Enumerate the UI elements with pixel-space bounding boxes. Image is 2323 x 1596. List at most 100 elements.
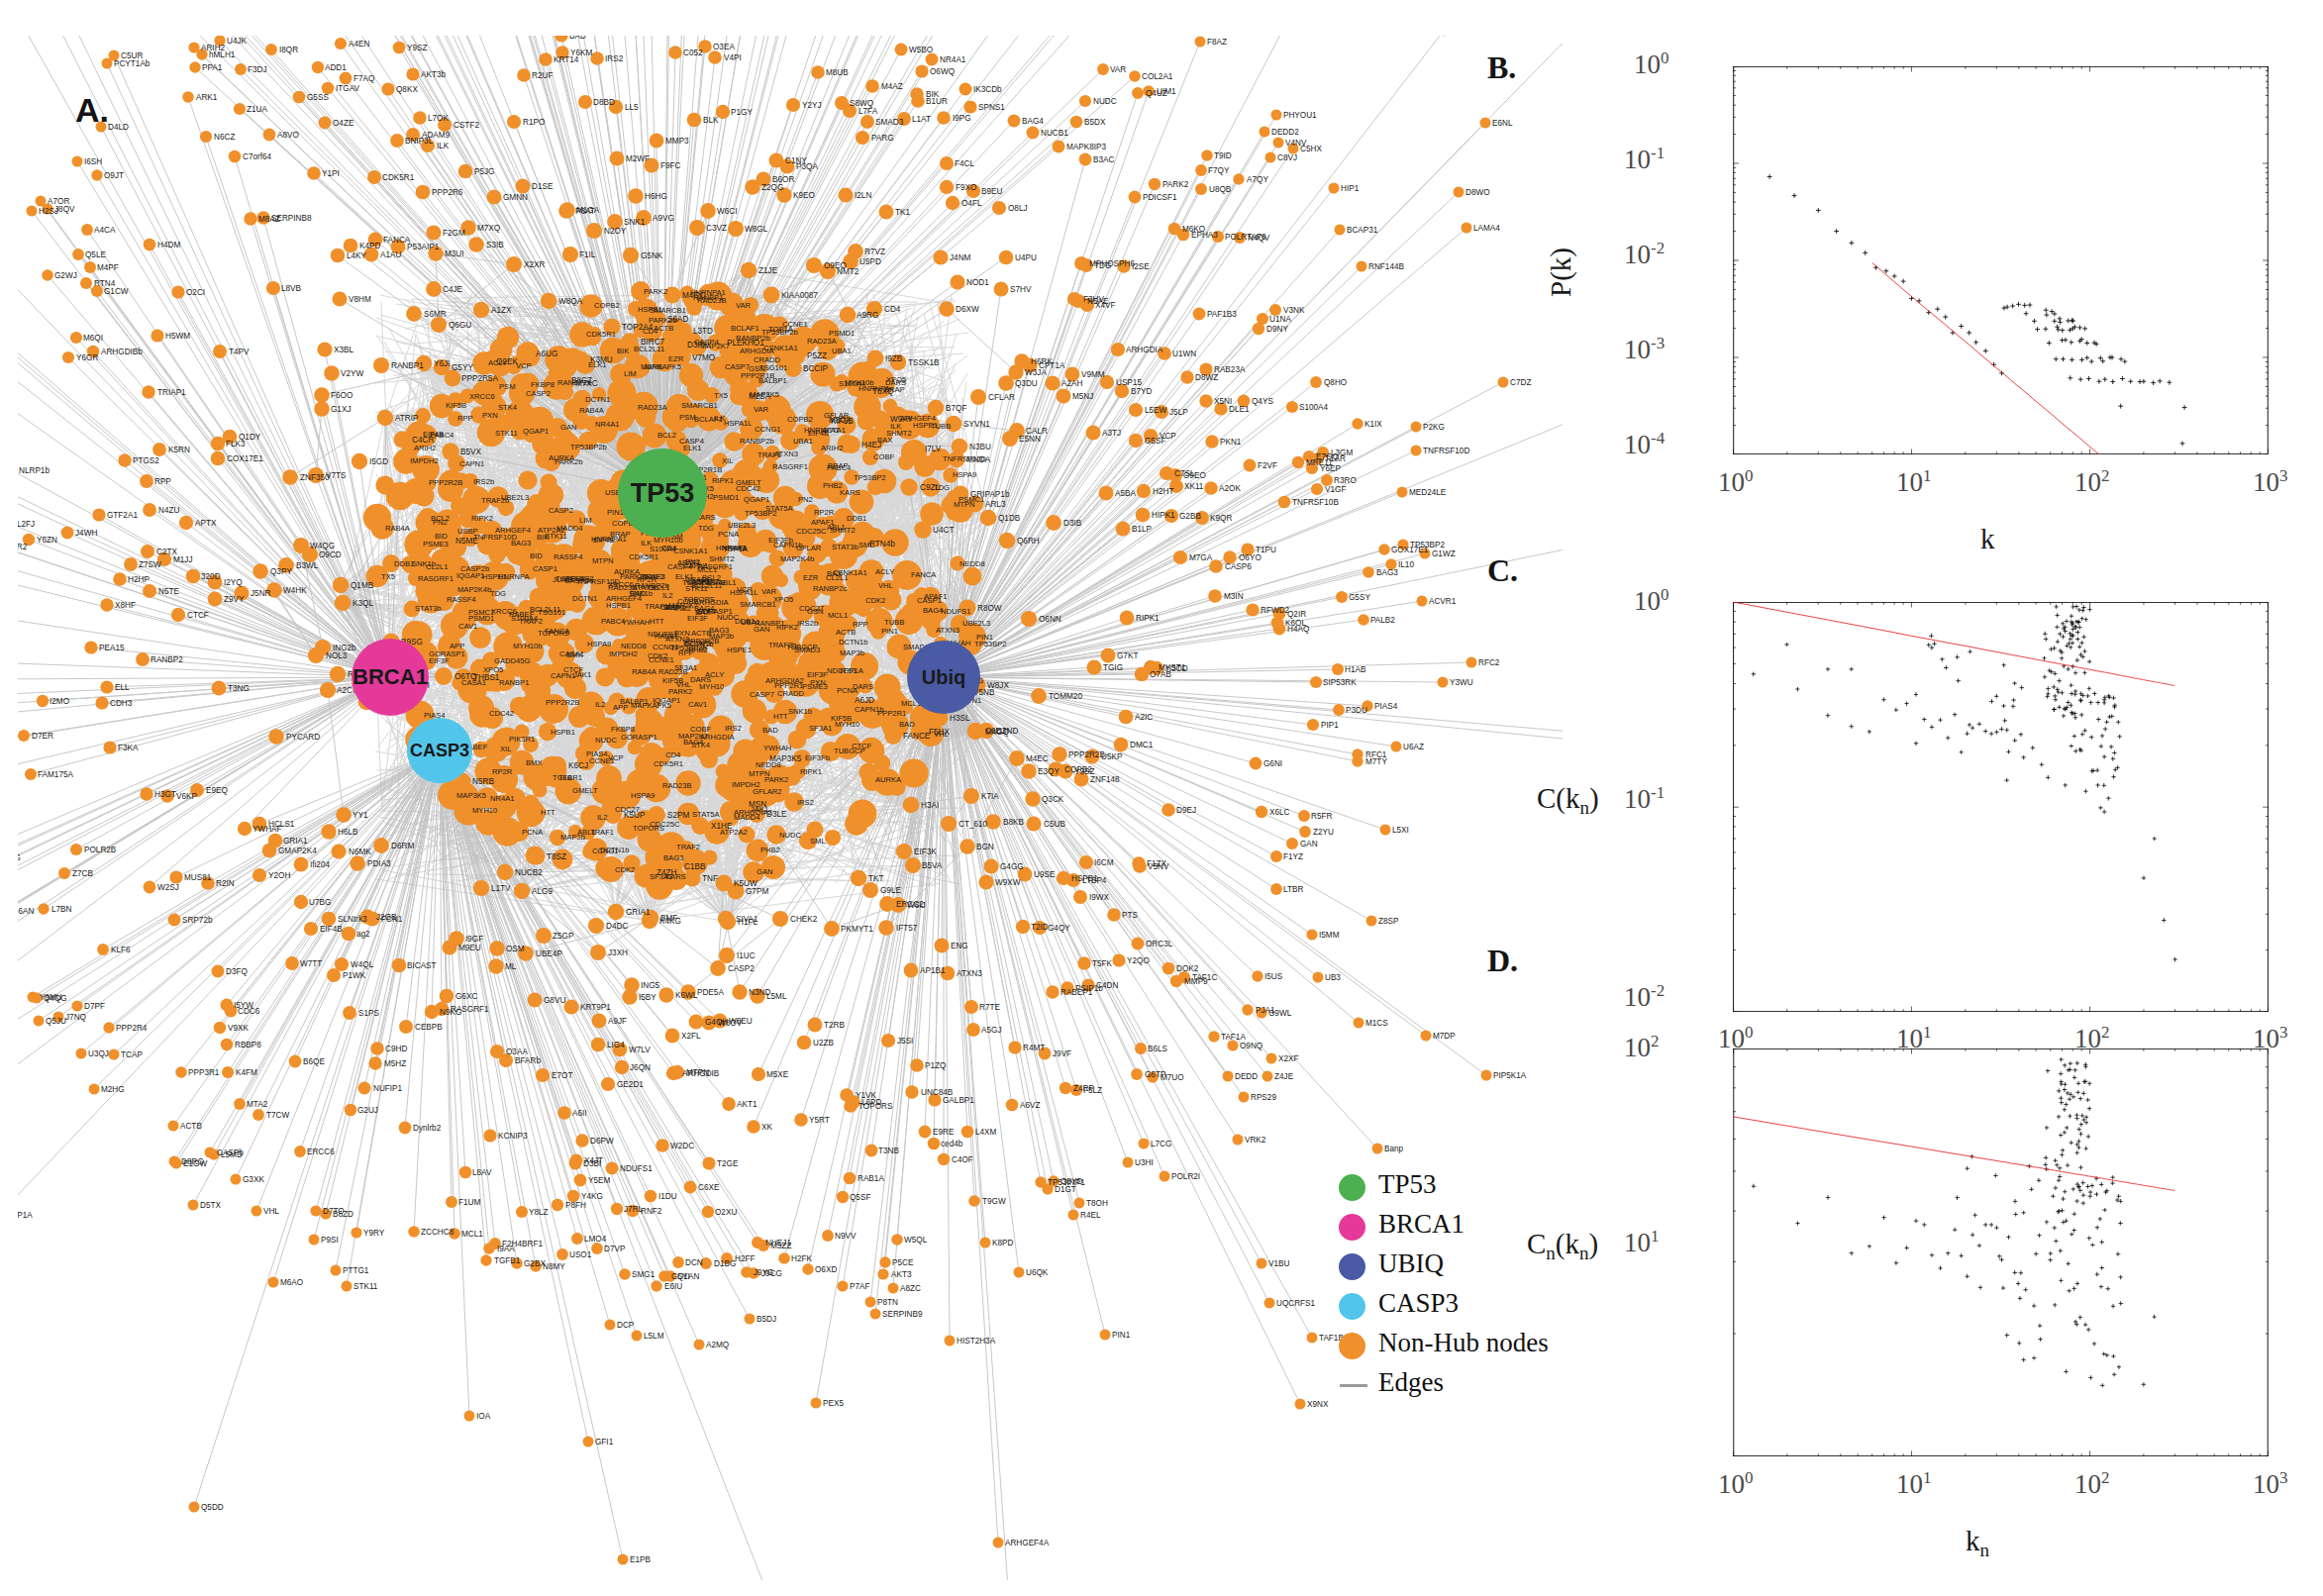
svg-text:PSME3: PSME3 [802, 682, 828, 691]
svg-text:UNC84B: UNC84B [921, 1088, 954, 1097]
svg-text:W2DC: W2DC [670, 1142, 694, 1150]
svg-text:TSG101: TSG101 [682, 578, 710, 587]
svg-text:CDK2: CDK2 [865, 596, 885, 605]
svg-text:C1BB: C1BB [684, 862, 706, 871]
svg-text:PHYOU1: PHYOU1 [1283, 111, 1317, 120]
svg-text:BCAP31: BCAP31 [1347, 226, 1378, 235]
svg-text:M5HZ: M5HZ [384, 1059, 406, 1068]
svg-text:SMAD3: SMAD3 [875, 118, 904, 127]
svg-text:PDICSF1: PDICSF1 [1143, 193, 1177, 202]
svg-text:GAN: GAN [1300, 840, 1318, 848]
svg-text:X2XF: X2XF [1278, 1054, 1298, 1063]
svg-text:L3TD: L3TD [693, 327, 713, 336]
svg-text:XK11: XK11 [1184, 482, 1204, 491]
svg-text:UBA1: UBA1 [832, 347, 852, 355]
svg-text:A4CA: A4CA [94, 226, 116, 235]
svg-text:RFWD2: RFWD2 [1261, 606, 1290, 615]
svg-text:XRCC6: XRCC6 [608, 580, 634, 589]
svg-text:Z1UA: Z1UA [247, 105, 267, 114]
svg-text:Q6GU: Q6GU [449, 321, 471, 330]
svg-text:NEDD8: NEDD8 [960, 559, 985, 568]
svg-text:KIF5B: KIF5B [662, 676, 683, 685]
svg-text:CHEK2: CHEK2 [790, 915, 818, 924]
svg-text:SRP72b: SRP72b [182, 916, 213, 925]
svg-text:ATRIP: ATRIP [395, 414, 419, 423]
svg-text:JAK1: JAK1 [573, 670, 591, 679]
svg-text:KLF6: KLF6 [111, 946, 131, 954]
svg-text:R4EL: R4EL [1080, 1211, 1101, 1220]
svg-text:TDG: TDG [698, 524, 714, 533]
svg-text:PAF1B3: PAF1B3 [1207, 310, 1237, 319]
svg-text:IMPDH2: IMPDH2 [410, 456, 439, 465]
svg-text:E5NN: E5NN [1019, 435, 1041, 444]
svg-text:IMPDH2: IMPDH2 [732, 780, 760, 789]
svg-text:U3QJ: U3QJ [88, 1049, 109, 1058]
svg-text:GOX17E1: GOX17E1 [1391, 546, 1429, 554]
svg-text:LIM: LIM [624, 369, 637, 378]
svg-text:Q1AN: Q1AN [677, 1272, 699, 1281]
svg-text:D8BD: D8BD [593, 98, 615, 107]
svg-text:PXN: PXN [674, 629, 690, 638]
svg-text:F1IL: F1IL [579, 250, 596, 259]
svg-text:L4XM: L4XM [975, 1128, 997, 1137]
svg-text:M5XE: M5XE [766, 1070, 789, 1079]
svg-text:ZNF148: ZNF148 [1090, 775, 1120, 784]
svg-text:W9AY: W9AY [890, 415, 913, 424]
svg-text:HNRNPA: HNRNPA [498, 572, 530, 581]
svg-text:H4EJ: H4EJ [861, 441, 881, 449]
svg-text:HSPA9: HSPA9 [631, 791, 655, 800]
svg-text:MYH10b: MYH10b [513, 642, 543, 650]
svg-text:A6VZ: A6VZ [1020, 1101, 1040, 1110]
svg-text:MAP2K4b: MAP2K4b [457, 585, 491, 594]
svg-text:V9XK: V9XK [228, 1024, 249, 1033]
svg-text:E9RE: E9RE [933, 1128, 955, 1137]
svg-text:F7AQ: F7AQ [354, 74, 374, 83]
svg-text:W7TT: W7TT [300, 959, 322, 968]
svg-text:DLE1: DLE1 [1229, 405, 1250, 414]
svg-text:HSPE1: HSPE1 [727, 646, 752, 654]
svg-text:RASSF4: RASSF4 [447, 595, 476, 604]
svg-text:BRAP: BRAP [610, 530, 631, 539]
svg-text:PPP2R2B: PPP2R2B [685, 637, 719, 646]
svg-text:JUNB: JUNB [643, 362, 662, 371]
svg-text:CASP3: CASP3 [410, 741, 469, 760]
svg-text:P9SI: P9SI [321, 1236, 339, 1245]
svg-text:DEDD2: DEDD2 [1271, 128, 1299, 137]
svg-text:D3FQ: D3FQ [226, 967, 248, 976]
svg-text:K4PD: K4PD [359, 242, 380, 250]
svg-text:RP2R: RP2R [814, 508, 835, 517]
svg-text:L1TV: L1TV [491, 884, 511, 893]
svg-text:ARHGEF4A: ARHGEF4A [1005, 1539, 1050, 1547]
svg-text:H3GT: H3GT [154, 790, 176, 799]
svg-text:R2UF: R2UF [532, 71, 553, 80]
svg-text:Y2QO: Y2QO [1127, 956, 1150, 965]
svg-text:AKT3b: AKT3b [421, 70, 446, 79]
svg-text:UBE2L3: UBE2L3 [501, 493, 529, 502]
svg-text:PTGS2: PTGS2 [133, 456, 159, 465]
svg-text:Q8KX: Q8KX [396, 85, 418, 94]
svg-text:RAD23B: RAD23B [662, 781, 692, 790]
svg-text:G6NI: G6NI [1263, 759, 1282, 768]
svg-text:U2ZB: U2ZB [813, 1039, 834, 1047]
svg-text:Ubiq: Ubiq [922, 666, 965, 688]
svg-text:G6XC: G6XC [455, 992, 477, 1001]
svg-text:BID: BID [530, 551, 543, 560]
svg-text:I5US: I5US [1264, 972, 1283, 981]
svg-text:SLNtrk3: SLNtrk3 [338, 915, 367, 924]
svg-text:RNF144B: RNF144B [1368, 262, 1404, 271]
svg-text:COX17E1: COX17E1 [227, 454, 263, 463]
svg-text:C7orf64: C7orf64 [243, 152, 272, 161]
svg-text:XRCC6: XRCC6 [469, 392, 495, 401]
svg-text:ERCC6: ERCC6 [307, 1147, 335, 1156]
svg-text:YWHAH: YWHAH [763, 744, 791, 752]
svg-text:C7SL: C7SL [1174, 469, 1195, 478]
svg-text:G1WZ: G1WZ [1432, 549, 1456, 558]
svg-text:B8KB: B8KB [1003, 818, 1024, 827]
svg-text:COBF: COBF [690, 725, 711, 734]
svg-text:U3HI: U3HI [1135, 1158, 1154, 1167]
svg-text:F2VF: F2VF [1258, 461, 1277, 470]
svg-text:I5GD: I5GD [369, 457, 388, 466]
svg-text:G2WJ: G2WJ [54, 271, 77, 280]
svg-text:I8QR: I8QR [279, 46, 298, 54]
svg-text:N4ZU: N4ZU [158, 506, 179, 515]
